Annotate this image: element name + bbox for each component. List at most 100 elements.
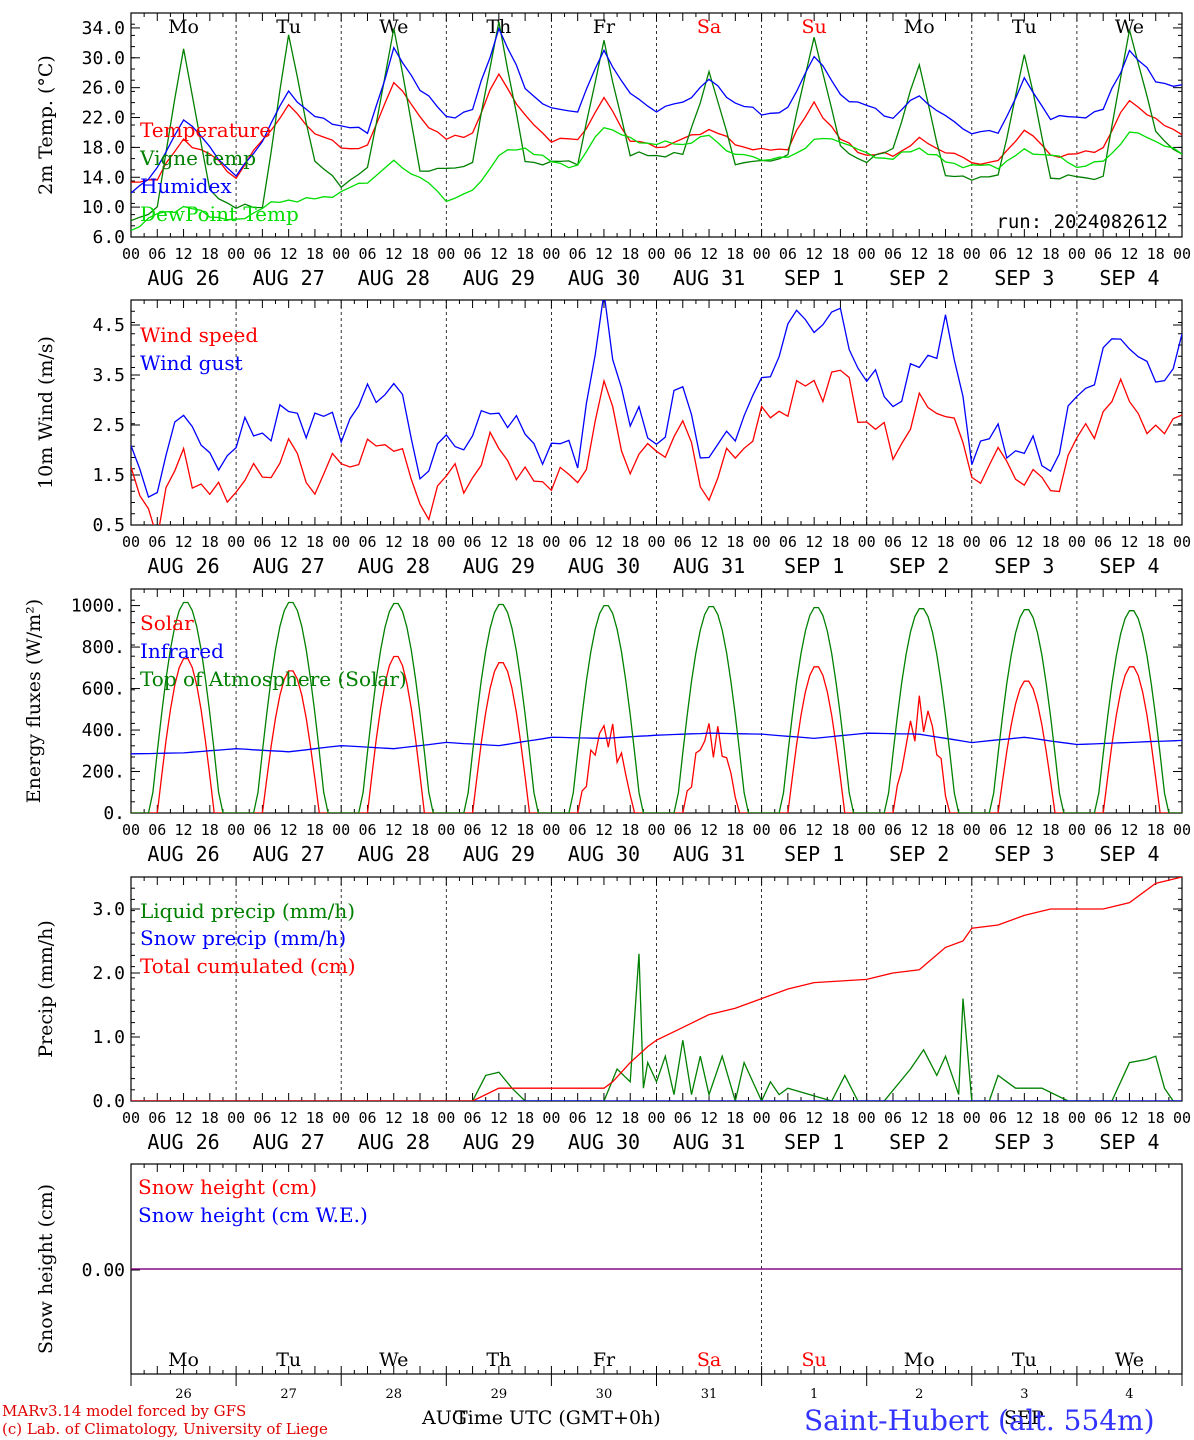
hour-tick-label: 18 — [1042, 533, 1060, 551]
hour-tick-label: 06 — [779, 533, 797, 551]
hour-tick-label: 12 — [595, 245, 613, 263]
hour-tick-label: 06 — [989, 1109, 1007, 1127]
date-label: AUG 29 — [463, 1130, 535, 1154]
day-name: Su — [802, 1349, 827, 1371]
hour-tick-label: 18 — [621, 245, 639, 263]
day-number: 1 — [810, 1387, 818, 1402]
hour-tick-label: 00 — [122, 1109, 140, 1127]
day-name: Mo — [904, 16, 935, 38]
panel-1: 2m Temp. (°C) 6.0 10.0 14.0 18.0 22.0 26.0 30.0… — [35, 12, 1191, 290]
day-number: 28 — [385, 1387, 402, 1402]
hour-tick-label: 00 — [647, 821, 665, 839]
hour-tick-label: 18 — [411, 1109, 429, 1127]
hour-tick-label: 00 — [1173, 533, 1191, 551]
legend-item: Snow precip (mm/h) — [140, 926, 346, 950]
hour-tick-label: 06 — [1094, 1109, 1112, 1127]
run-label: run: 2024082612 — [996, 211, 1168, 233]
date-label: AUG 29 — [463, 554, 535, 578]
hour-tick-label: 18 — [831, 245, 849, 263]
y-axis-label: 2m Temp. (°C) — [35, 55, 57, 195]
hour-tick-label: 00 — [1068, 1109, 1086, 1127]
hour-tick-label: 18 — [306, 821, 324, 839]
hour-tick-label: 12 — [910, 533, 928, 551]
y-tick-label: 0.5 — [92, 515, 125, 536]
date-label: SEP 2 — [889, 842, 949, 866]
hour-tick-label: 18 — [306, 533, 324, 551]
hour-tick-label: 06 — [884, 1109, 902, 1127]
legend-item: Temperature — [140, 118, 271, 142]
panel-3: Energy fluxes (W/m²) 0. 200. 400. 600. 800. 10… — [23, 588, 1191, 866]
hour-tick-label: 06 — [148, 533, 166, 551]
y-tick-label: 30.0 — [82, 48, 125, 69]
hour-tick-label: 12 — [175, 533, 193, 551]
hour-tick-label: 18 — [411, 533, 429, 551]
date-label: SEP 4 — [1099, 1130, 1159, 1154]
hour-tick-label: 06 — [358, 1109, 376, 1127]
hour-tick-label: 00 — [1068, 821, 1086, 839]
series-line-wind-gust — [131, 300, 1182, 499]
hour-tick-label: 06 — [253, 821, 271, 839]
date-label: SEP 3 — [994, 842, 1054, 866]
hour-tick-label: 00 — [753, 821, 771, 839]
date-label: AUG 30 — [568, 266, 640, 290]
hour-tick-label: 06 — [464, 533, 482, 551]
hour-tick-label: 00 — [227, 245, 245, 263]
panel-2: 10m Wind (m/s) 0.5 1.5 2.5 3.5 4.5 00 06 12 18 00 0… — [35, 299, 1191, 578]
date-label: AUG 29 — [463, 266, 535, 290]
date-label: SEP 1 — [784, 1130, 844, 1154]
hour-tick-label: 06 — [358, 821, 376, 839]
hour-tick-label: 00 — [542, 245, 560, 263]
y-tick-label: 200. — [82, 762, 125, 783]
series-line-liquid-precip-mm-h- — [131, 953, 1182, 1101]
hour-tick-label: 00 — [437, 1109, 455, 1127]
hour-tick-label: 06 — [884, 245, 902, 263]
hour-tick-label: 12 — [385, 245, 403, 263]
hour-tick-label: 12 — [700, 245, 718, 263]
series-line-infrared — [131, 732, 1182, 755]
hour-tick-label: 06 — [253, 1109, 271, 1127]
hour-tick-label: 12 — [1120, 533, 1138, 551]
hour-tick-label: 06 — [569, 245, 587, 263]
hour-tick-label: 06 — [1094, 821, 1112, 839]
hour-tick-label: 12 — [805, 245, 823, 263]
series-group — [131, 877, 1182, 1101]
y-tick-label: 0.00 — [82, 1260, 125, 1281]
hour-tick-label: 00 — [542, 1109, 560, 1127]
series-group — [131, 300, 1182, 525]
y-axis-label: Snow height (cm) — [35, 1184, 57, 1354]
sep-label: SEP — [1004, 1407, 1044, 1429]
panel-4: Precip (mm/h) 0.0 1.0 2.0 3.0 00 06 12 18 00 06 12 1… — [35, 876, 1191, 1154]
hour-tick-label: 18 — [1042, 245, 1060, 263]
day-number: 2 — [915, 1387, 923, 1402]
hour-tick-label: 06 — [569, 1109, 587, 1127]
legend-item: DewPoint Temp — [140, 202, 299, 226]
hour-tick-label: 18 — [201, 1109, 219, 1127]
hour-tick-label: 06 — [358, 533, 376, 551]
hour-tick-label: 18 — [306, 245, 324, 263]
hour-tick-label: 12 — [910, 821, 928, 839]
day-number: 29 — [491, 1387, 508, 1402]
hour-tick-label: 12 — [910, 245, 928, 263]
hour-tick-label: 06 — [148, 245, 166, 263]
day-name: Mo — [904, 1349, 935, 1371]
y-axis-label: Precip (mm/h) — [35, 920, 57, 1058]
hour-tick-label: 06 — [674, 533, 692, 551]
date-label: AUG 26 — [147, 266, 219, 290]
legend-item: Liquid precip (mm/h) — [140, 899, 355, 923]
day-name: We — [1115, 1349, 1144, 1371]
day-name: Fr — [593, 16, 616, 38]
hour-tick-label: 18 — [936, 245, 954, 263]
hour-tick-label: 00 — [858, 245, 876, 263]
series-line-total-cumulated-cm- — [131, 877, 1182, 1101]
hour-tick-label: 12 — [805, 533, 823, 551]
hour-tick-label: 00 — [647, 245, 665, 263]
hour-tick-label: 06 — [464, 245, 482, 263]
date-label: AUG 27 — [253, 842, 325, 866]
date-label: AUG 30 — [568, 554, 640, 578]
date-label: SEP 1 — [784, 842, 844, 866]
y-tick-label: 0.0 — [92, 1091, 125, 1112]
y-tick-label: 600. — [82, 679, 125, 700]
station-title: Saint-Hubert (alt. 554m) — [804, 1404, 1155, 1437]
hour-tick-label: 18 — [726, 821, 744, 839]
